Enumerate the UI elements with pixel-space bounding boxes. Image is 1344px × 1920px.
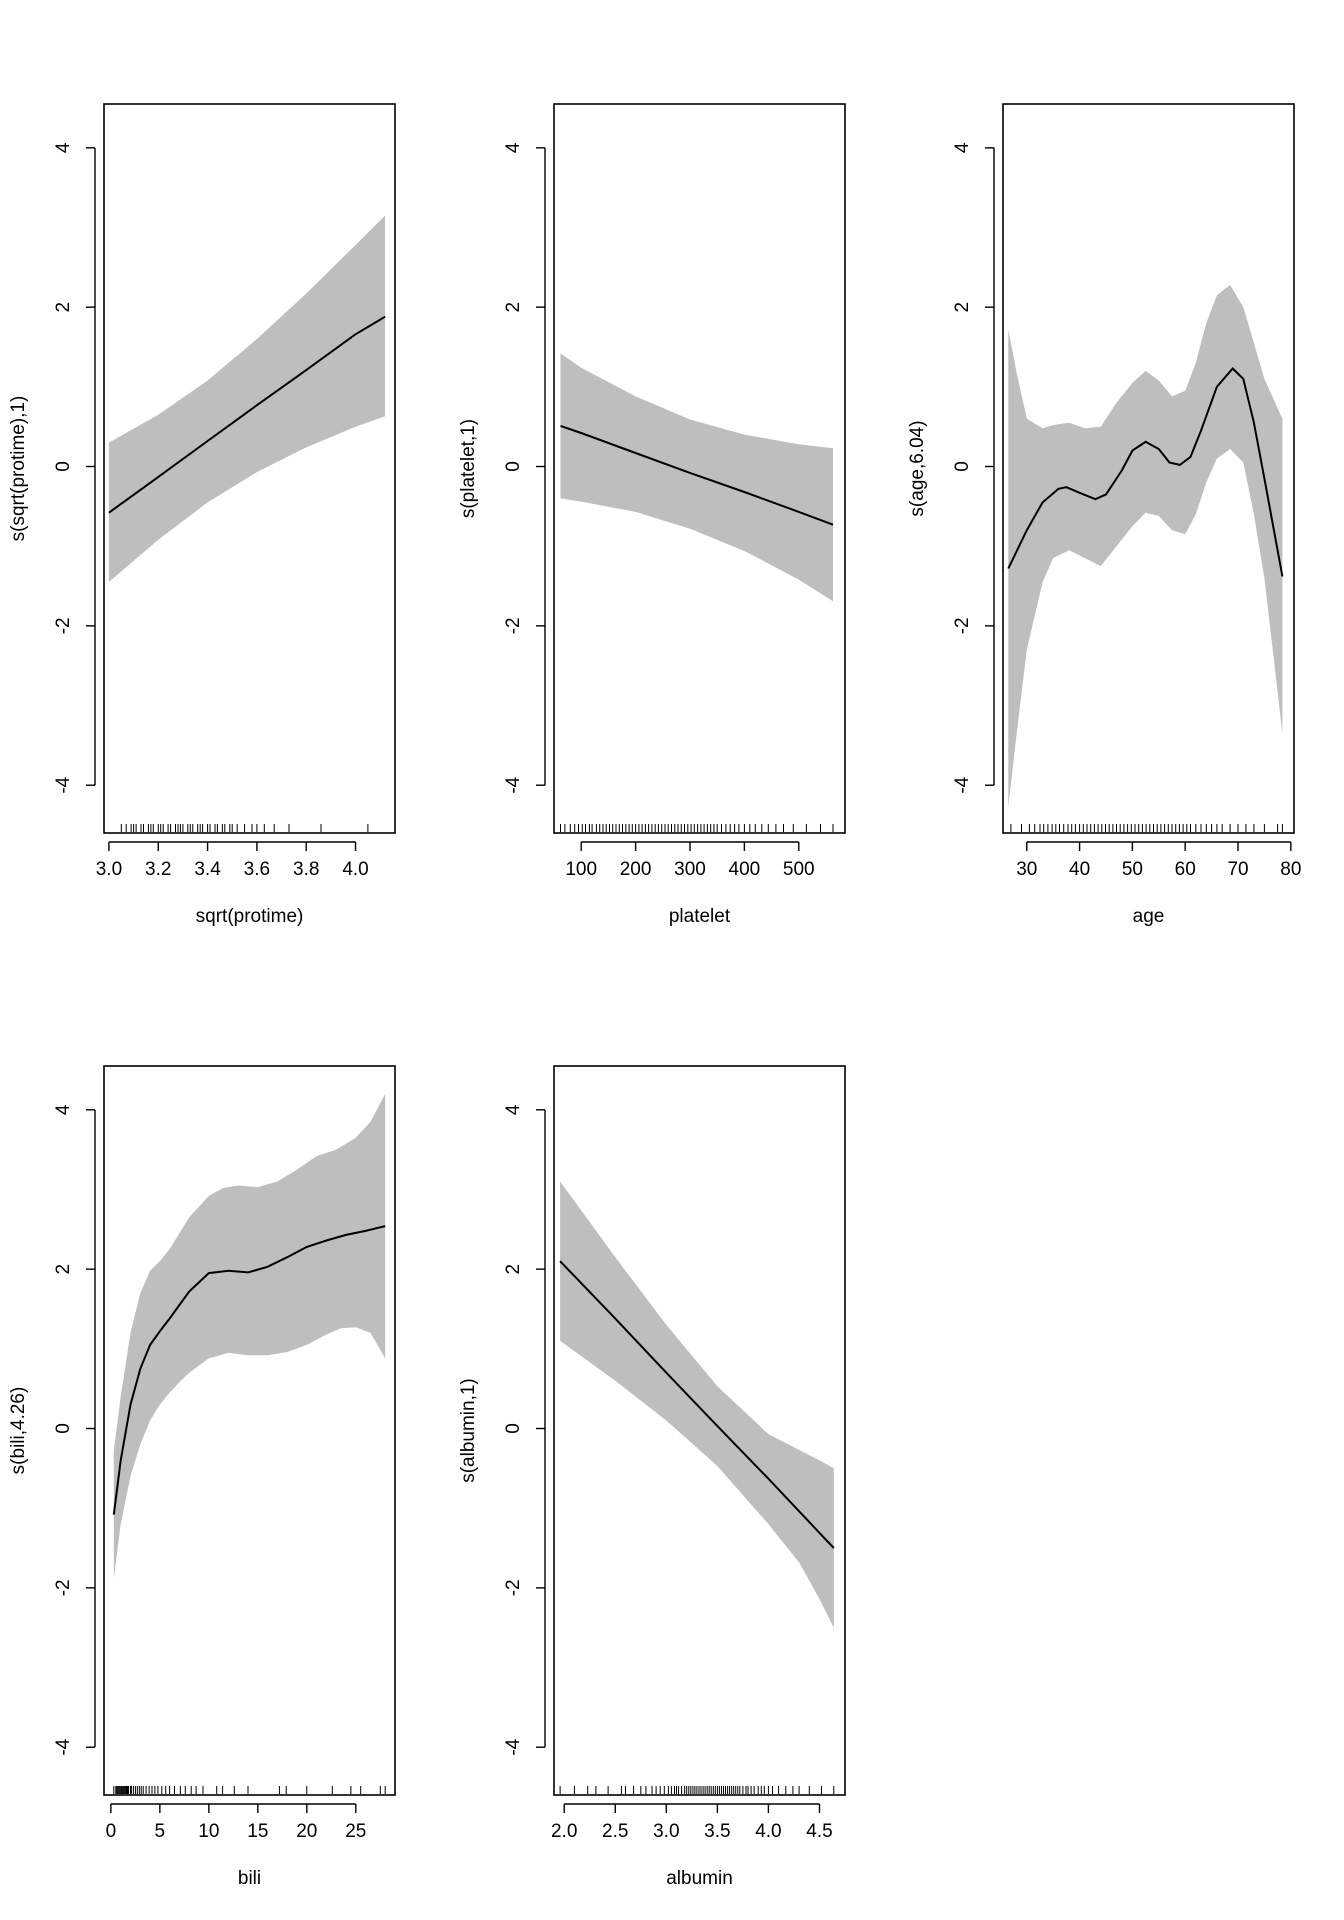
x-axis: 30 40 50 60 70 80 age: [1016, 841, 1301, 927]
y-axis-title: s(albumin,1): [458, 1378, 479, 1483]
confidence-band: [560, 353, 833, 602]
plot-frame: [553, 1065, 846, 1796]
y-tick-label: 4: [952, 142, 973, 153]
x-axis-title: bili: [238, 1868, 261, 1889]
y-axis-title: s(platelet,1): [458, 419, 479, 518]
y-tick-label: -4: [952, 776, 973, 793]
x-tick-label: 5: [155, 1821, 166, 1842]
y-tick-label: -4: [53, 1738, 74, 1755]
x-tick-label: 3.5: [704, 1821, 730, 1842]
y-tick-label: -4: [53, 776, 74, 793]
x-axis-title: sqrt(protime): [196, 906, 304, 927]
smooth-fit-line: [108, 315, 386, 514]
y-tick-label: 0: [53, 1423, 74, 1434]
y-tick-label: -2: [503, 1579, 524, 1596]
x-tick-label: 2.0: [551, 1821, 577, 1842]
panel-2: 100 200 300 400 500 platelet -4 -2 0 2 4 s(platelet…: [458, 103, 846, 927]
x-tick-label: 100: [565, 859, 597, 880]
y-axis: -4 -2 0 2 4 s(sqrt(protime),1): [8, 142, 96, 794]
x-tick-label: 3.0: [96, 859, 122, 880]
x-tick-label: 80: [1280, 859, 1301, 880]
y-tick-label: 0: [503, 1423, 524, 1434]
plot-frame: [553, 103, 846, 834]
x-tick-label: 3.2: [145, 859, 171, 880]
plot-frame: [103, 1065, 396, 1796]
x-tick-label: 4.5: [806, 1821, 832, 1842]
y-tick-label: 2: [503, 302, 524, 313]
x-axis: 0 5 10 15 20 25 bili: [106, 1803, 366, 1889]
x-tick-label: 20: [296, 1821, 317, 1842]
x-tick-label: 4.0: [342, 859, 368, 880]
y-tick-label: -2: [503, 617, 524, 634]
x-tick-label: 10: [198, 1821, 219, 1842]
y-axis: -4 -2 0 2 4 s(bili,4.26): [8, 1104, 96, 1756]
x-axis-title: platelet: [669, 906, 731, 927]
confidence-band: [1008, 284, 1283, 807]
x-tick-label: 300: [674, 859, 706, 880]
x-tick-label: 3.4: [194, 859, 221, 880]
x-axis-title: albumin: [666, 1868, 733, 1889]
y-tick-label: 4: [53, 1104, 74, 1115]
y-tick-label: 4: [53, 142, 74, 153]
smooth-fit-line: [560, 424, 834, 526]
y-axis: -4 -2 0 2 4 s(age,6.04): [907, 142, 995, 794]
x-tick-label: 25: [345, 1821, 366, 1842]
y-tick-label: -4: [503, 776, 524, 793]
y-tick-label: 4: [503, 1104, 524, 1115]
x-tick-label: 60: [1175, 859, 1196, 880]
y-tick-label: -4: [503, 1738, 524, 1755]
x-axis: 3.0 3.2 3.4 3.6 3.8 4.0 sqrt(protime): [96, 841, 369, 927]
y-tick-label: 2: [503, 1264, 524, 1275]
x-axis: 2.0 2.5 3.0 3.5 4.0 4.5 albumin: [551, 1803, 833, 1889]
y-tick-label: 0: [952, 461, 973, 472]
x-tick-label: 3.0: [653, 1821, 679, 1842]
panel-4: 0 5 10 15 20 25 bili -4 -2 0 2 4 s(bili,4.26): [8, 1065, 396, 1889]
x-tick-label: 4.0: [755, 1821, 781, 1842]
panel-1: 3.0 3.2 3.4 3.6 3.8 4.0 sqrt(protime) -4 -2 0 2 4 s(…: [8, 103, 396, 927]
y-tick-label: 0: [503, 461, 524, 472]
x-axis: 100 200 300 400 500 platelet: [565, 841, 815, 927]
x-tick-label: 0: [106, 1821, 117, 1842]
y-axis: -4 -2 0 2 4 s(albumin,1): [458, 1104, 546, 1756]
x-tick-label: 500: [783, 859, 815, 880]
x-tick-label: 30: [1016, 859, 1037, 880]
plot-frame: [1002, 103, 1295, 834]
y-tick-label: 4: [503, 142, 524, 153]
panel-5: 2.0 2.5 3.0 3.5 4.0 4.5 albumin -4 -2 0 2 4 s(albumi…: [458, 1065, 846, 1889]
y-axis-title: s(age,6.04): [907, 420, 928, 516]
y-tick-label: -2: [952, 617, 973, 634]
y-axis-title: s(sqrt(protime),1): [8, 396, 29, 542]
plot-frame: [103, 103, 396, 834]
y-tick-label: 0: [53, 461, 74, 472]
y-tick-label: -2: [53, 617, 74, 634]
y-tick-label: 2: [53, 302, 74, 313]
confidence-band: [113, 1093, 386, 1579]
x-tick-label: 3.6: [244, 859, 270, 880]
x-axis-title: age: [1133, 906, 1165, 927]
x-tick-label: 50: [1122, 859, 1143, 880]
smooth-fit-line: [112, 1225, 386, 1515]
confidence-band: [108, 215, 386, 582]
x-tick-label: 3.8: [293, 859, 319, 880]
x-tick-label: 200: [620, 859, 652, 880]
y-axis: -4 -2 0 2 4 s(platelet,1): [458, 142, 546, 794]
y-tick-label: 2: [53, 1264, 74, 1275]
x-tick-label: 2.5: [602, 1821, 628, 1842]
smooth-fit-line: [559, 1260, 835, 1549]
x-tick-label: 15: [247, 1821, 268, 1842]
y-tick-label: -2: [53, 1579, 74, 1596]
x-tick-label: 40: [1069, 859, 1090, 880]
smooth-fit-line: [1007, 367, 1284, 577]
y-axis-title: s(bili,4.26): [8, 1387, 29, 1475]
panel-3: 30 40 50 60 70 80 age -4 -2 0 2 4 s(age,6.04): [907, 103, 1301, 927]
x-tick-label: 400: [729, 859, 761, 880]
x-tick-label: 70: [1227, 859, 1248, 880]
y-tick-label: 2: [952, 302, 973, 313]
